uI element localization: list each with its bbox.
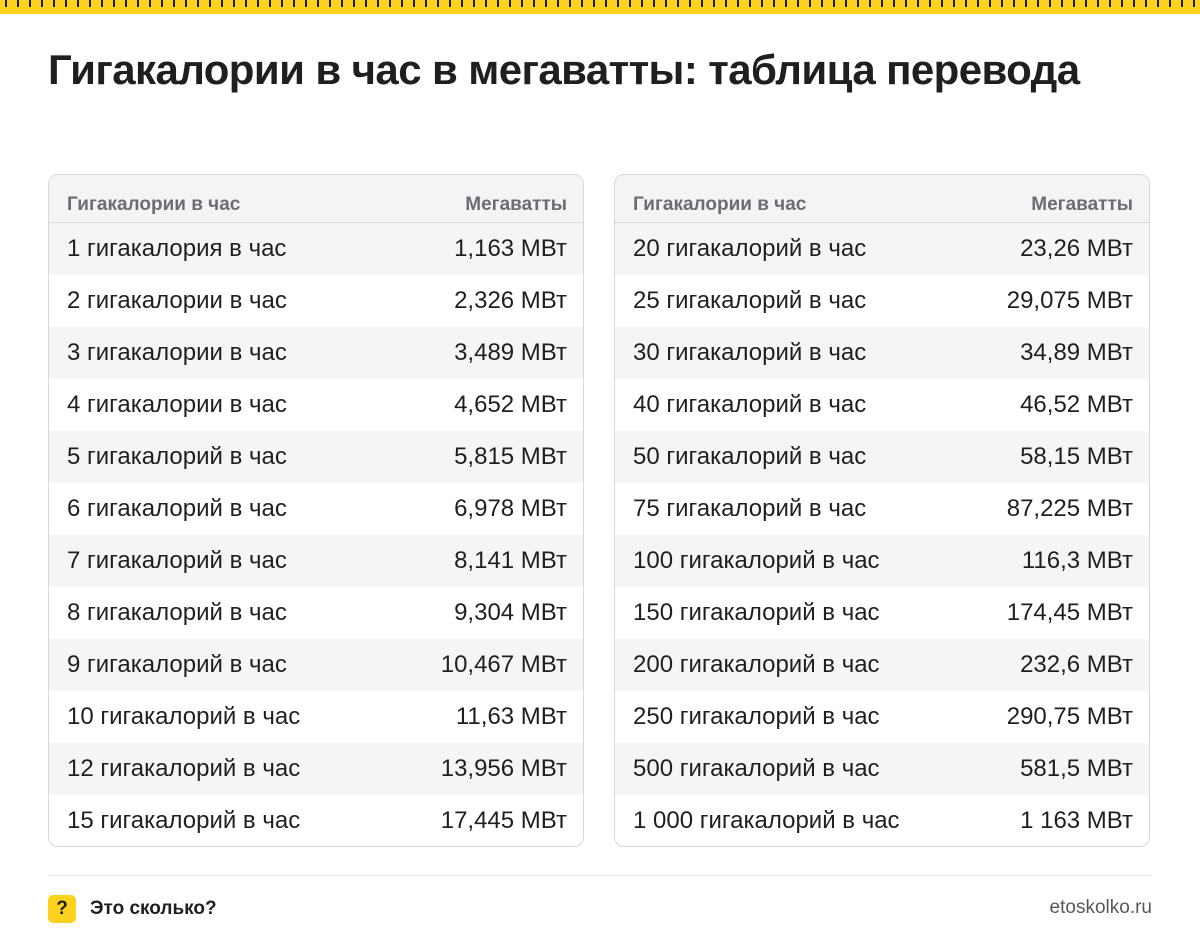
gcal-cell: 5 гигакалорий в час [67, 443, 287, 470]
mw-cell: 17,445 МВт [440, 807, 567, 834]
table-row: 20 гигакалорий в час 23,26 МВт [615, 223, 1149, 275]
gcal-cell: 40 гигакалорий в час [633, 391, 867, 418]
table-row: 150 гигакалорий в час 174,45 МВт [615, 587, 1149, 639]
footer-divider [48, 875, 1152, 876]
table-row: 10 гигакалорий в час 11,63 МВт [49, 691, 583, 743]
table-row: 100 гигакалорий в час 116,3 МВт [615, 535, 1149, 587]
table-row: 1 гигакалория в час 1,163 МВт [49, 223, 583, 275]
gcal-cell: 2 гигакалории в час [67, 287, 287, 314]
gcal-cell: 30 гигакалорий в час [633, 339, 867, 366]
mw-cell: 87,225 МВт [1006, 495, 1133, 522]
gcal-cell: 20 гигакалорий в час [633, 235, 867, 262]
table-body: 1 гигакалория в час 1,163 МВт 2 гигакалор… [49, 223, 583, 846]
mw-cell: 5,815 МВт [454, 443, 567, 470]
mw-cell: 8,141 МВт [454, 547, 567, 574]
table-header: Гигакалории в час Мегаватты [615, 175, 1149, 223]
gcal-cell: 10 гигакалорий в час [67, 703, 301, 730]
ruler-top-border [0, 0, 1200, 14]
mw-cell: 10,467 МВт [440, 651, 567, 678]
mw-cell: 174,45 МВт [1006, 599, 1133, 626]
table-row: 3 гигакалории в час 3,489 МВт [49, 327, 583, 379]
column-header-gcal: Гигакалории в час [633, 194, 807, 215]
brand-name: Это сколько? [90, 898, 217, 919]
column-header-mw: Мегаватты [465, 194, 567, 215]
conversion-table-right: Гигакалории в час Мегаватты 20 гигакалор… [614, 174, 1150, 847]
page-title: Гигакалории в час в мегаватты: таблица п… [48, 46, 1080, 93]
table-row: 7 гигакалорий в час 8,141 МВт [49, 535, 583, 587]
table-row: 50 гигакалорий в час 58,15 МВт [615, 431, 1149, 483]
table-body: 20 гигакалорий в час 23,26 МВт 25 гигакал… [615, 223, 1149, 846]
mw-cell: 581,5 МВт [1020, 755, 1133, 782]
table-row: 9 гигакалорий в час 10,467 МВт [49, 639, 583, 691]
mw-cell: 58,15 МВт [1020, 443, 1133, 470]
mw-cell: 1 163 МВт [1020, 807, 1133, 834]
column-header-mw: Мегаватты [1031, 194, 1133, 215]
gcal-cell: 4 гигакалории в час [67, 391, 287, 418]
table-row: 5 гигакалорий в час 5,815 МВт [49, 431, 583, 483]
table-row: 40 гигакалорий в час 46,52 МВт [615, 379, 1149, 431]
site-link[interactable]: etoskolko.ru [1049, 897, 1152, 918]
gcal-cell: 12 гигакалорий в час [67, 755, 301, 782]
mw-cell: 232,6 МВт [1020, 651, 1133, 678]
table-row: 200 гигакалорий в час 232,6 МВт [615, 639, 1149, 691]
table-row: 1 000 гигакалорий в час 1 163 МВт [615, 795, 1149, 846]
gcal-cell: 9 гигакалорий в час [67, 651, 287, 678]
table-row: 250 гигакалорий в час 290,75 МВт [615, 691, 1149, 743]
conversion-table-left: Гигакалории в час Мегаватты 1 гигакалори… [48, 174, 584, 847]
table-row: 25 гигакалорий в час 29,075 МВт [615, 275, 1149, 327]
table-row: 75 гигакалорий в час 87,225 МВт [615, 483, 1149, 535]
gcal-cell: 50 гигакалорий в час [633, 443, 867, 470]
gcal-cell: 6 гигакалорий в час [67, 495, 287, 522]
mw-cell: 46,52 МВт [1020, 391, 1133, 418]
mw-cell: 4,652 МВт [454, 391, 567, 418]
mw-cell: 11,63 МВт [455, 703, 567, 730]
gcal-cell: 150 гигакалорий в час [633, 599, 880, 626]
gcal-cell: 25 гигакалорий в час [633, 287, 867, 314]
gcal-cell: 75 гигакалорий в час [633, 495, 867, 522]
table-row: 15 гигакалорий в час 17,445 МВт [49, 795, 583, 846]
table-row: 6 гигакалорий в час 6,978 МВт [49, 483, 583, 535]
table-row: 8 гигакалорий в час 9,304 МВт [49, 587, 583, 639]
table-row: 4 гигакалории в час 4,652 МВт [49, 379, 583, 431]
gcal-cell: 3 гигакалории в час [67, 339, 287, 366]
mw-cell: 1,163 МВт [454, 235, 567, 262]
gcal-cell: 7 гигакалорий в час [67, 547, 287, 574]
table-row: 12 гигакалорий в час 13,956 МВт [49, 743, 583, 795]
mw-cell: 6,978 МВт [454, 495, 567, 522]
column-header-gcal: Гигакалории в час [67, 194, 241, 215]
question-mark-icon: ? [48, 895, 76, 923]
mw-cell: 23,26 МВт [1020, 235, 1133, 262]
gcal-cell: 500 гигакалорий в час [633, 755, 880, 782]
gcal-cell: 1 000 гигакалорий в час [633, 807, 900, 834]
gcal-cell: 15 гигакалорий в час [67, 807, 301, 834]
gcal-cell: 100 гигакалорий в час [633, 547, 880, 574]
mw-cell: 3,489 МВт [454, 339, 567, 366]
brand-logo[interactable]: ? Это сколько? [48, 895, 217, 923]
mw-cell: 29,075 МВт [1006, 287, 1133, 314]
mw-cell: 2,326 МВт [454, 287, 567, 314]
mw-cell: 290,75 МВт [1006, 703, 1133, 730]
gcal-cell: 1 гигакалория в час [67, 235, 287, 262]
mw-cell: 116,3 МВт [1021, 547, 1133, 574]
table-row: 2 гигакалории в час 2,326 МВт [49, 275, 583, 327]
table-row: 500 гигакалорий в час 581,5 МВт [615, 743, 1149, 795]
gcal-cell: 200 гигакалорий в час [633, 651, 880, 678]
mw-cell: 34,89 МВт [1020, 339, 1133, 366]
table-row: 30 гигакалорий в час 34,89 МВт [615, 327, 1149, 379]
gcal-cell: 250 гигакалорий в час [633, 703, 880, 730]
table-header: Гигакалории в час Мегаватты [49, 175, 583, 223]
gcal-cell: 8 гигакалорий в час [67, 599, 287, 626]
mw-cell: 13,956 МВт [440, 755, 567, 782]
mw-cell: 9,304 МВт [454, 599, 567, 626]
